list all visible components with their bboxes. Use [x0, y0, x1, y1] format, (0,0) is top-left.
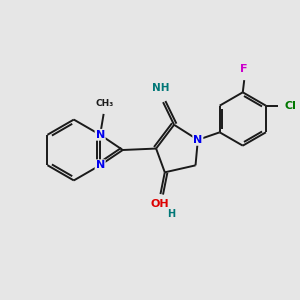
Text: CH₃: CH₃	[96, 98, 114, 107]
Text: Cl: Cl	[284, 100, 296, 111]
Text: F: F	[241, 64, 248, 74]
Text: H: H	[167, 209, 175, 219]
Text: N: N	[95, 160, 105, 170]
Text: OH: OH	[151, 199, 169, 209]
Text: N: N	[95, 130, 105, 140]
Text: N: N	[193, 135, 203, 145]
Text: NH: NH	[152, 83, 169, 94]
